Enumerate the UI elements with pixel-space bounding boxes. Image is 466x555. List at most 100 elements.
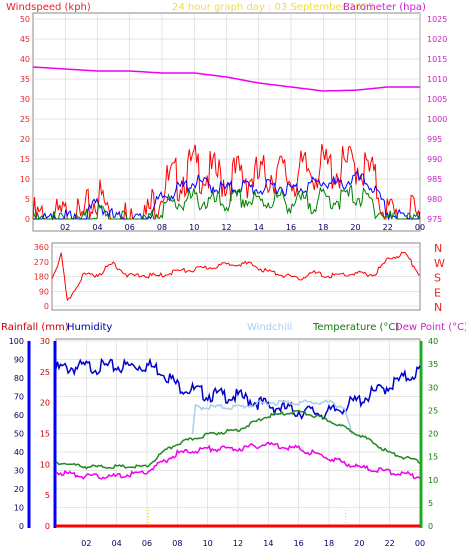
x-tick-label: 22 xyxy=(385,539,395,548)
humidity-temperature-panel: 0 10 20 30 40 50 60 70 80 90 100 0 5 10 15 20 25 30 0 5 10… xyxy=(9,337,438,548)
series-windchill xyxy=(191,398,353,435)
x-tick-label: 12 xyxy=(221,223,231,232)
series-temperature xyxy=(55,409,421,470)
series-barometer xyxy=(32,66,420,92)
humidity-tick-label: 30 xyxy=(14,467,24,476)
humidity-ticks: 0 10 20 30 40 50 60 70 80 90 100 xyxy=(9,337,24,531)
barometer-tick-label: 980 xyxy=(427,195,442,204)
x-tick-label: 14 xyxy=(254,223,264,232)
humidity-tick-label: 50 xyxy=(14,430,24,439)
rainfall-tick-label: 10 xyxy=(40,460,50,469)
temperature-ticks: 0 5 10 15 20 25 30 35 40 xyxy=(428,337,438,531)
windspeed-tick-label: 10 xyxy=(20,175,30,184)
x-tick-label: 04 xyxy=(112,539,122,548)
humidity-tick-label: 0 xyxy=(19,522,24,531)
direction-tick-label: 90 xyxy=(39,287,49,296)
x-tick-label: 16 xyxy=(294,539,304,548)
humidity-tick-label: 70 xyxy=(14,393,24,402)
x-tick-label: 10 xyxy=(189,223,199,232)
x-tick-label: 08 xyxy=(157,223,167,232)
humidity-tick-label: 100 xyxy=(9,337,24,346)
x-tick-label: 18 xyxy=(318,223,328,232)
windspeed-tick-label: 0 xyxy=(25,215,30,224)
direction-tick-label: 270 xyxy=(34,258,49,267)
direction-tick-label: 0 xyxy=(44,302,49,311)
temperature-tick-label: 0 xyxy=(428,522,433,531)
rainfall-tick-label: 15 xyxy=(40,430,50,439)
barometer-tick-label: 1015 xyxy=(427,55,447,64)
humidity-tick-label: 80 xyxy=(14,374,24,383)
temperature-tick-label: 10 xyxy=(428,476,438,485)
x-tick-label: 00 xyxy=(415,539,425,548)
humidity-series xyxy=(55,357,421,528)
rainfall-axis-title: Rainfall (mm) xyxy=(1,322,69,333)
temperature-axis-title: Temperature (°C) xyxy=(312,322,399,333)
rainfall-tick-label: 25 xyxy=(40,368,50,377)
direction-degree-ticks: 360 270 180 90 0 xyxy=(34,243,49,311)
temperature-tick-label: 5 xyxy=(428,499,433,508)
compass-label: S xyxy=(434,272,441,285)
windspeed-tick-label: 45 xyxy=(20,35,30,44)
temperature-tick-label: 20 xyxy=(428,430,438,439)
barometer-ticks: 975 980 985 990 995 1000 1005 1010 1015 1020 1025 xyxy=(427,15,447,224)
temperature-tick-label: 25 xyxy=(428,406,438,415)
x-tick-label: 00 xyxy=(415,223,425,232)
humidity-axis-bars xyxy=(27,341,423,528)
x-tick-label: 02 xyxy=(60,223,70,232)
rainfall-tick-label: 30 xyxy=(40,337,50,346)
direction-tick-label: 180 xyxy=(34,273,49,282)
series-average xyxy=(33,169,421,221)
direction-series xyxy=(51,251,421,302)
series-humidity xyxy=(55,357,421,421)
wind-x-ticks: 02 04 06 08 10 12 14 16 18 20 22 00 xyxy=(60,223,425,232)
x-tick-label: 06 xyxy=(142,539,152,548)
x-tick-label: 12 xyxy=(233,539,243,548)
humidity-axis-title: Humidity xyxy=(67,322,112,333)
barometer-tick-label: 1000 xyxy=(427,115,447,124)
dewpoint-title: Dew Point (°C) xyxy=(395,322,466,333)
humidity-tick-label: 20 xyxy=(14,485,24,494)
x-tick-label: 20 xyxy=(354,539,364,548)
humidity-tick-label: 40 xyxy=(14,448,24,457)
x-tick-label: 18 xyxy=(324,539,334,548)
wind-grid xyxy=(33,13,421,220)
windspeed-tick-label: 30 xyxy=(20,95,30,104)
x-tick-label: 04 xyxy=(92,223,102,232)
series-lull xyxy=(32,184,420,221)
compass-label: W xyxy=(434,257,445,270)
windspeed-tick-label: 5 xyxy=(25,195,30,204)
x-tick-label: 06 xyxy=(125,223,135,232)
temperature-tick-label: 35 xyxy=(428,360,438,369)
compass-label: E xyxy=(434,286,441,299)
compass-label: N xyxy=(434,301,442,314)
x-tick-label: 20 xyxy=(350,223,360,232)
rainfall-tick-label: 5 xyxy=(45,491,50,500)
windspeed-tick-label: 50 xyxy=(20,15,30,24)
temperature-tick-label: 40 xyxy=(428,337,438,346)
temperature-tick-label: 30 xyxy=(428,383,438,392)
barometer-tick-label: 1020 xyxy=(427,35,447,44)
graph-title: 24 hour graph day : 03 September 2025 xyxy=(172,2,374,13)
x-tick-label: 16 xyxy=(286,223,296,232)
series-direction xyxy=(51,251,421,302)
barometer-tick-label: 990 xyxy=(427,155,442,164)
humidity-x-ticks: 02 04 06 08 10 12 14 16 18 20 22 00 xyxy=(81,539,425,548)
barometer-tick-label: 1025 xyxy=(427,15,447,24)
windchill-title: Windchill xyxy=(247,322,292,333)
windspeed-tick-label: 35 xyxy=(20,75,30,84)
humidity-tick-label: 90 xyxy=(14,356,24,365)
windspeed-tick-label: 15 xyxy=(20,155,30,164)
x-tick-label: 22 xyxy=(383,223,393,232)
windspeed-axis-title: Windspeed (kph) xyxy=(6,2,91,13)
x-tick-label: 02 xyxy=(81,539,91,548)
x-tick-label: 08 xyxy=(172,539,182,548)
rainfall-ticks: 0 5 10 15 20 25 30 xyxy=(40,337,50,531)
humidity-tick-label: 60 xyxy=(14,411,24,420)
barometer-tick-label: 975 xyxy=(427,215,442,224)
x-tick-label: 10 xyxy=(203,539,213,548)
rainfall-tick-label: 0 xyxy=(45,522,50,531)
